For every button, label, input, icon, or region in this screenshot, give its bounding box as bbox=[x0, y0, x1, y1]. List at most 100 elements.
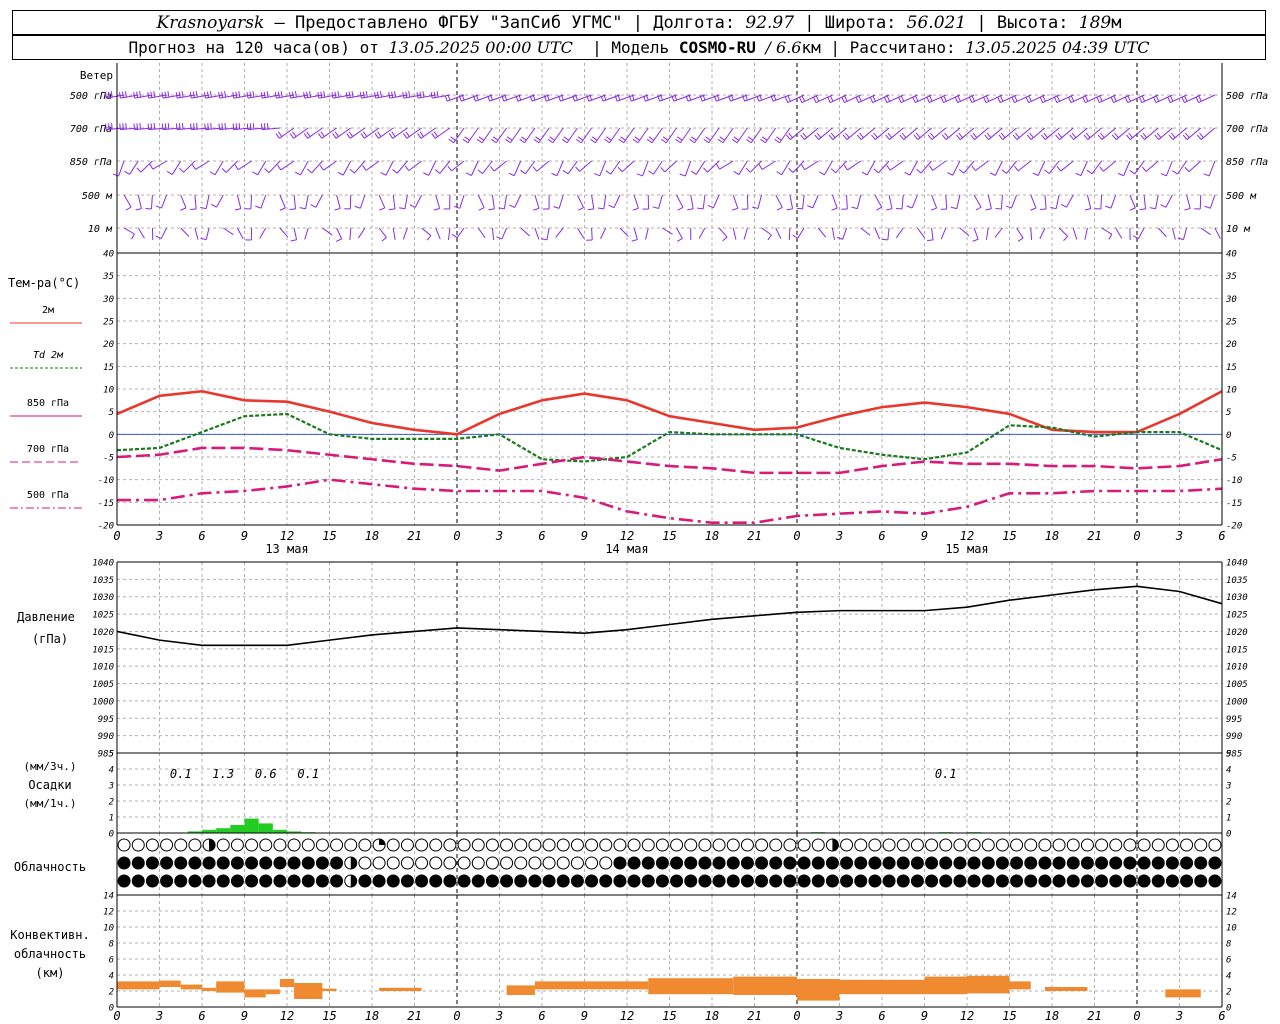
wind-barb-feather bbox=[617, 166, 623, 173]
wind-barb-shaft bbox=[901, 194, 904, 209]
wind-barb-feather bbox=[453, 205, 460, 209]
wind-barb-shaft bbox=[719, 160, 734, 170]
cloud-symbol bbox=[1165, 856, 1179, 870]
cloud-symbol bbox=[882, 838, 896, 852]
x-tick-label: 12 bbox=[280, 529, 294, 543]
wind-barb-feather bbox=[139, 123, 141, 130]
wind-barb-shaft bbox=[804, 160, 819, 171]
x-tick-label: 0 bbox=[1133, 529, 1140, 543]
cloud-symbol bbox=[896, 874, 910, 888]
wind-barb-feather bbox=[291, 91, 294, 98]
wind-barb-shaft bbox=[279, 194, 286, 209]
wind-barb-feather bbox=[391, 91, 394, 98]
cloud-symbol bbox=[400, 838, 414, 852]
precip-3h-total: 0.6 bbox=[255, 767, 277, 781]
wind-barb-feather bbox=[896, 207, 903, 210]
wind-barb-shaft bbox=[599, 160, 607, 177]
wind-barb-feather bbox=[557, 95, 561, 102]
wind-barb-shaft bbox=[900, 94, 918, 104]
model-label: | Модель bbox=[592, 38, 670, 57]
wind-barb-feather bbox=[320, 131, 325, 137]
wind-barb-feather bbox=[178, 91, 181, 98]
wind-barb-feather bbox=[492, 136, 499, 141]
wind-barb-feather bbox=[175, 123, 178, 130]
cloud-symbol bbox=[712, 856, 726, 870]
wind-barb-shaft bbox=[931, 227, 934, 240]
cloud-symbol bbox=[1095, 838, 1109, 852]
cloud-symbol bbox=[1123, 838, 1137, 852]
wind-barb-feather bbox=[941, 134, 947, 140]
y-tick-label-right-conv: 14 bbox=[1226, 892, 1237, 902]
wind-barb-feather bbox=[402, 133, 408, 139]
cloud-symbol bbox=[1151, 838, 1165, 852]
wind-barb-feather bbox=[1057, 132, 1063, 138]
wind-barb-feather bbox=[476, 138, 483, 144]
cloud-symbol bbox=[740, 856, 754, 870]
wind-barb-feather bbox=[221, 167, 227, 173]
cloud-symbol bbox=[160, 874, 174, 888]
y-tick-label-right-temp: 30 bbox=[1225, 295, 1237, 305]
wind-barb-shaft bbox=[1070, 94, 1088, 104]
wind-barb-feather bbox=[594, 173, 600, 177]
wind-barb-feather bbox=[150, 123, 153, 130]
cloud-symbol bbox=[684, 874, 698, 888]
wind-barb-feather bbox=[235, 123, 238, 130]
cloud-symbol bbox=[755, 838, 769, 852]
x-tick-label-bottom: 3 bbox=[835, 1009, 843, 1023]
cloud-symbol bbox=[740, 838, 754, 852]
cloud-symbol bbox=[514, 838, 528, 852]
wind-barb-feather bbox=[1108, 233, 1113, 240]
wind-barb-feather bbox=[1128, 132, 1133, 138]
wind-barb-shaft bbox=[180, 227, 190, 237]
wind-barb-feather bbox=[940, 96, 945, 103]
cloud-symbol bbox=[259, 856, 273, 870]
wind-barb-feather bbox=[774, 138, 780, 144]
wind-barb-feather bbox=[1097, 134, 1103, 140]
wind-barb-feather bbox=[190, 123, 192, 130]
wind-barb-feather bbox=[898, 96, 902, 103]
wind-barb-feather bbox=[200, 206, 207, 210]
wind-barb-shaft bbox=[459, 194, 465, 209]
temp-series-line bbox=[117, 478, 1223, 525]
wind-barb-shaft bbox=[336, 227, 343, 240]
wind-barb-shaft bbox=[574, 94, 592, 102]
conv-cloud-bar bbox=[117, 981, 160, 990]
wind-barb-shaft bbox=[205, 194, 210, 209]
wind-barb-feather bbox=[1099, 166, 1104, 172]
wind-barb-feather bbox=[263, 123, 266, 130]
wind-barb-feather bbox=[1142, 132, 1148, 138]
cloud-symbol bbox=[1180, 856, 1194, 870]
wind-barb-shaft bbox=[250, 194, 253, 210]
wind-barb-shaft bbox=[676, 194, 684, 208]
wind-barb-feather bbox=[1085, 132, 1091, 138]
cloud-symbol bbox=[556, 838, 570, 852]
wind-barb-shaft bbox=[830, 94, 847, 104]
cloud-symbol bbox=[1109, 838, 1123, 852]
cloud-symbol bbox=[485, 874, 499, 888]
x-tick-label-bottom: 12 bbox=[280, 1009, 294, 1023]
wind-barb-feather bbox=[1172, 170, 1178, 175]
cloud-symbol bbox=[372, 874, 386, 888]
wind-barb-feather bbox=[478, 207, 485, 211]
x-tick-label: 21 bbox=[1087, 529, 1101, 543]
wind-barb-feather bbox=[224, 123, 226, 130]
wind-barb-feather bbox=[1153, 96, 1157, 103]
wind-barb-feather bbox=[957, 95, 961, 102]
wind-barb-feather bbox=[815, 95, 820, 102]
conv-cloud-bar bbox=[322, 988, 337, 991]
wind-barb-feather bbox=[139, 91, 142, 98]
wind-barb-shaft bbox=[520, 227, 531, 237]
wind-barb-feather bbox=[136, 123, 138, 130]
conv-cloud-bar bbox=[506, 985, 535, 995]
wind-barb-feather bbox=[277, 164, 282, 171]
wind-barb-feather bbox=[234, 164, 239, 170]
y-tick-label-temp: -20 bbox=[98, 522, 114, 532]
cloud-symbol bbox=[783, 838, 797, 852]
wind-barb-feather bbox=[767, 234, 772, 241]
wind-barb-shaft bbox=[1016, 227, 1024, 239]
wind-barb-feather bbox=[1084, 95, 1089, 102]
wind-barb-shaft bbox=[718, 227, 728, 238]
cloud-symbol bbox=[712, 874, 726, 888]
forecast-header-model: Прогноз на 120 часа(ов) от 13.05.2025 00… bbox=[12, 35, 1266, 60]
wind-barb-feather bbox=[200, 237, 207, 241]
